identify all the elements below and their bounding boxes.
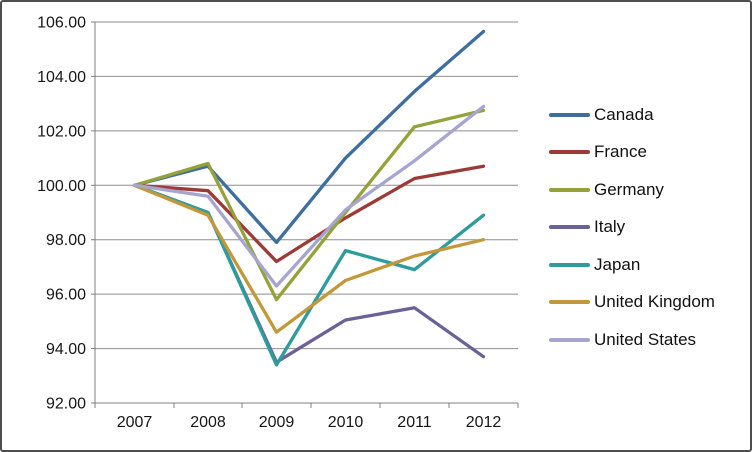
- series-line-italy: [132, 183, 486, 364]
- series-line-united-kingdom: [132, 183, 486, 334]
- legend-item-germany: Germany: [549, 171, 715, 209]
- series-line-japan: [132, 183, 486, 367]
- y-axis-label: 96.00: [46, 287, 86, 304]
- legend-line-swatch-icon: [549, 150, 590, 155]
- y-axis-label: 104.00: [37, 69, 86, 86]
- legend-item-canada: Canada: [549, 96, 715, 134]
- legend-label: United Kingdom: [594, 292, 715, 312]
- x-axis-label: 2009: [259, 414, 295, 431]
- y-axis-label: 106.00: [37, 15, 86, 32]
- y-axis-label: 94.00: [46, 341, 86, 358]
- legend: Canada France Germany Italy Japan United King…: [549, 96, 715, 359]
- x-axis-label: 2011: [397, 414, 432, 431]
- legend-label: Canada: [594, 104, 654, 124]
- series-line-france: [132, 164, 486, 264]
- series-line-germany: [132, 108, 486, 302]
- x-axis-label: 2007: [117, 414, 153, 431]
- x-axis-label: 2008: [190, 414, 226, 431]
- legend-line-swatch-icon: [549, 300, 590, 305]
- legend-label: United States: [594, 329, 697, 349]
- series-line-united-states: [132, 104, 486, 288]
- legend-item-italy: Italy: [549, 209, 715, 247]
- x-axis-label: 2012: [466, 414, 502, 431]
- legend-line-swatch-icon: [549, 337, 590, 342]
- series-line-canada: [132, 29, 486, 245]
- legend-item-france: France: [549, 134, 715, 172]
- y-axis-label: 92.00: [46, 396, 86, 413]
- y-axis-label: 100.00: [37, 178, 86, 195]
- legend-item-united-kingdom: United Kingdom: [549, 284, 715, 322]
- legend-line-swatch-icon: [549, 187, 590, 192]
- legend-item-united-states: United States: [549, 321, 715, 359]
- legend-label: Germany: [594, 179, 664, 199]
- legend-line-swatch-icon: [549, 262, 590, 267]
- legend-label: France: [594, 142, 647, 162]
- y-axis-label: 98.00: [46, 232, 86, 249]
- x-axis-label: 2010: [328, 414, 364, 431]
- legend-line-swatch-icon: [549, 112, 590, 117]
- legend-label: Japan: [594, 254, 641, 274]
- legend-line-swatch-icon: [549, 225, 590, 230]
- legend-label: Italy: [594, 217, 626, 237]
- y-axis-label: 102.00: [37, 123, 86, 140]
- legend-item-japan: Japan: [549, 246, 715, 284]
